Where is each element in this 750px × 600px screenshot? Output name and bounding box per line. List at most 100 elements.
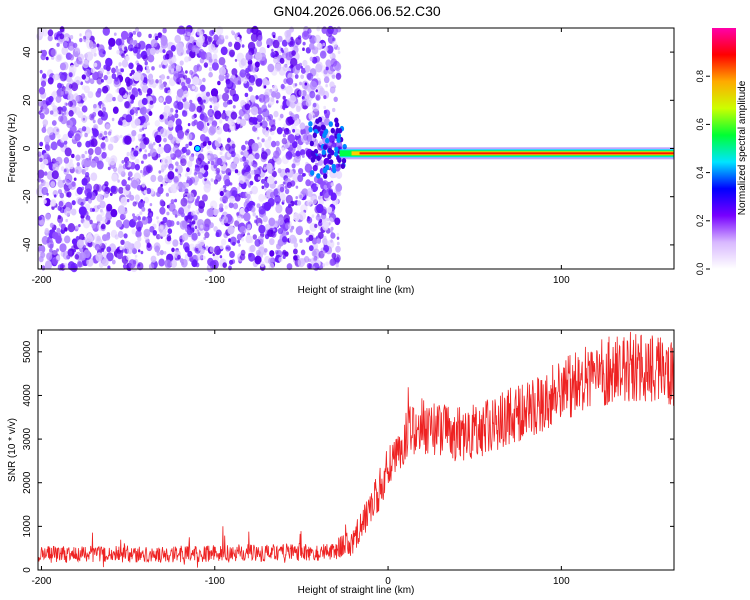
noise-cell: [280, 47, 284, 52]
noise-cell: [90, 172, 98, 181]
noise-cell: [285, 231, 289, 236]
noise-cell: [329, 258, 336, 266]
noise-cell: [268, 217, 276, 227]
colorbar-tick-label: 0.4: [695, 166, 705, 179]
noise-cell: [188, 141, 193, 146]
noise-cell: [170, 153, 174, 158]
noise-cell: [62, 40, 69, 49]
noise-cell: [179, 241, 183, 246]
noise-cell: [294, 83, 298, 87]
noise-cell: [39, 157, 43, 163]
noise-cell: [180, 258, 188, 268]
noise-cell: [171, 247, 175, 253]
noise-cell: [121, 53, 125, 58]
noise-cell: [226, 137, 231, 143]
noise-cell: [250, 32, 258, 42]
noise-cell: [185, 214, 193, 224]
transition-cell: [322, 167, 327, 174]
noise-cell: [107, 143, 114, 151]
noise-cell: [79, 206, 87, 216]
noise-cell: [216, 40, 220, 46]
noise-cell: [246, 193, 251, 200]
spectrogram-x-label: Height of straight line (km): [298, 285, 415, 296]
noise-cell: [67, 93, 74, 101]
noise-cell: [282, 133, 286, 138]
noise-cell: [176, 185, 180, 190]
noise-cell: [60, 137, 65, 143]
noise-cell: [222, 216, 229, 224]
noise-cell: [246, 97, 250, 102]
noise-cell: [168, 54, 172, 59]
noise-cell: [162, 179, 165, 183]
noise-cell: [337, 190, 342, 197]
noise-cell: [191, 115, 196, 120]
noise-cell: [251, 116, 258, 125]
noise-cell: [41, 186, 49, 196]
noise-cell: [90, 138, 98, 148]
noise-cell: [146, 65, 150, 70]
noise-cell: [97, 44, 105, 53]
noise-cell: [148, 263, 155, 270]
noise-cell: [90, 46, 97, 54]
noise-cell: [330, 58, 338, 67]
noise-cell: [236, 118, 242, 125]
transition-cell: [329, 159, 334, 165]
noise-cell: [207, 108, 215, 118]
noise-cell: [71, 153, 75, 159]
noise-cell: [171, 64, 175, 69]
noise-cell: [159, 114, 164, 120]
figure-title: GN04.2026.066.06.52.C30: [273, 3, 441, 19]
noise-cell: [168, 202, 176, 212]
noise-cell: [111, 73, 117, 80]
noise-cell: [186, 176, 190, 181]
noise-cell: [278, 256, 283, 263]
noise-cell: [316, 238, 322, 244]
noise-cell: [279, 186, 285, 193]
noise-cell: [186, 192, 195, 202]
noise-cell: [187, 204, 191, 209]
noise-cell: [74, 165, 82, 175]
noise-cell: [192, 220, 196, 225]
noise-cell: [237, 239, 240, 244]
noise-cell: [270, 191, 276, 199]
noise-cell: [200, 51, 208, 60]
noise-cell: [219, 190, 224, 197]
noise-cell: [263, 166, 267, 171]
noise-cell: [183, 90, 189, 98]
transition-cell: [341, 158, 347, 164]
noise-cell: [175, 168, 178, 172]
noise-cell: [207, 155, 211, 160]
noise-cell: [184, 103, 188, 108]
noise-cell: [155, 49, 160, 54]
noise-cell: [169, 220, 175, 227]
noise-cell: [154, 245, 160, 253]
noise-cell: [266, 162, 273, 172]
noise-cell: [326, 206, 333, 213]
noise-cell: [143, 137, 150, 145]
noise-cell: [81, 105, 88, 113]
noise-cell: [254, 61, 260, 68]
noise-cell: [250, 95, 256, 103]
noise-cell: [277, 227, 283, 235]
noise-cell: [84, 150, 88, 155]
noise-cell: [256, 203, 261, 209]
noise-cell: [59, 33, 65, 40]
noise-cell: [182, 110, 188, 117]
noise-cell: [134, 254, 138, 258]
noise-cell: [247, 224, 252, 230]
noise-cell: [264, 181, 270, 189]
noise-cell: [167, 228, 173, 235]
noise-cell: [272, 39, 280, 49]
noise-cell: [193, 180, 198, 186]
noise-cell: [323, 109, 327, 114]
noise-cell: [63, 140, 68, 145]
noise-cell: [221, 146, 225, 152]
noise-cell: [177, 25, 185, 35]
noise-cell: [315, 63, 323, 73]
noise-cell: [294, 128, 301, 136]
noise-cell: [330, 182, 334, 187]
noise-cell: [157, 131, 161, 136]
noise-cell: [285, 222, 291, 230]
noise-cell: [264, 139, 272, 149]
noise-cell: [295, 196, 299, 200]
